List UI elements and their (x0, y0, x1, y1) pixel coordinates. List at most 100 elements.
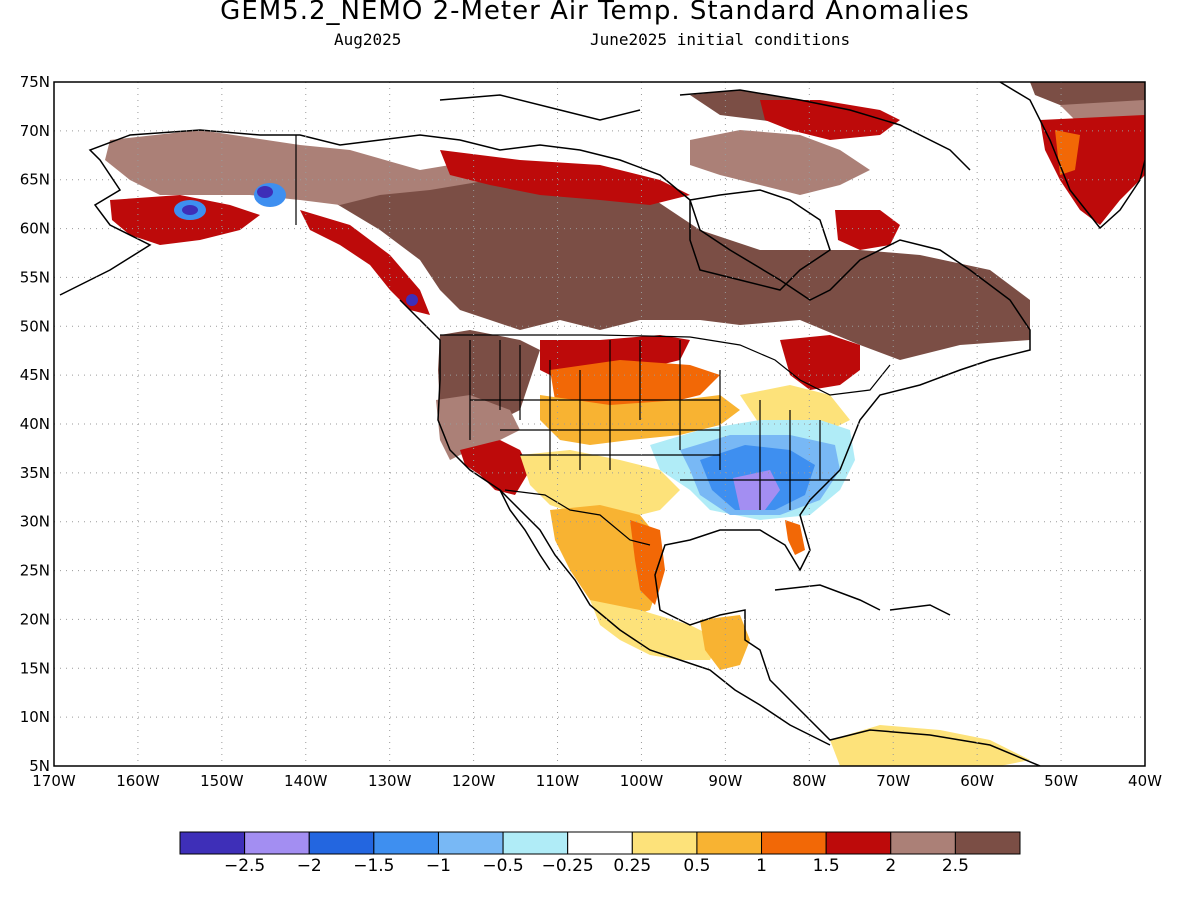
colorbar-label: −1 (425, 856, 451, 876)
colorbar-swatch (696, 831, 763, 855)
border-states-west (469, 340, 581, 470)
lon-tick-label: 170W (32, 772, 76, 790)
coastline-arctic-islands (439, 89, 971, 171)
colorbar-label: 2.5 (941, 856, 969, 876)
lat-tick-label: 45N (20, 366, 50, 384)
lat-tick-label: 60N (20, 220, 50, 238)
anomaly-region-arctic-red (760, 100, 900, 140)
lat-tick-label: 5N (29, 757, 50, 775)
anomaly-region-southwest-red (460, 440, 530, 495)
colorbar-swatch (567, 831, 633, 855)
colorbar-label: 1.5 (812, 856, 840, 876)
anomaly-region-east-yellow (740, 385, 850, 430)
coastline-hispaniola (889, 604, 951, 616)
anomaly-region-mexico-south (590, 600, 720, 660)
lat-tick-label: 40N (20, 415, 50, 433)
colorbar-swatch (825, 831, 892, 855)
lat-tick-label: 65N (20, 171, 50, 189)
anomaly-region-bc-blue (406, 294, 418, 306)
lat-tick-label: 15N (20, 659, 50, 677)
lat-tick-label: 20N (20, 610, 50, 628)
lon-tick-label: 80W (792, 772, 826, 790)
anomaly-region-florida-orange (785, 520, 805, 555)
lat-tick-label: 25N (20, 562, 50, 580)
colorbar (179, 831, 1021, 855)
colorbar-swatch (890, 831, 956, 855)
lon-tick-label: 110W (536, 772, 580, 790)
colorbar-swatch (373, 831, 439, 855)
lon-tick-label: 140W (284, 772, 328, 790)
anomaly-region-central-america-orange (700, 615, 750, 670)
lat-tick-label: 10N (20, 708, 50, 726)
anomaly-region-alaska-red (110, 195, 260, 245)
anomaly-region-arctic-warm (690, 130, 870, 195)
border-us-canada (440, 334, 891, 396)
anomaly-field (105, 82, 1145, 766)
lat-tick-label: 55N (20, 268, 50, 286)
coastline-cuba (774, 584, 881, 611)
colorbar-label: 1 (756, 856, 767, 876)
lon-tick-label: 130W (368, 772, 412, 790)
anomaly-region-texas-yellow (520, 450, 680, 520)
latitude-labels: 75N 70N 65N 60N 55N 50N 45N 40N 35N 30N 25N 20N 15N 1… (20, 73, 50, 775)
coastline-north-america (59, 129, 1041, 766)
anomaly-region-northern-canada-red (440, 150, 690, 205)
coastlines (59, 82, 1145, 766)
colorbar-label: 0.25 (613, 856, 652, 876)
plot-frame (53, 81, 1146, 767)
lon-tick-label: 100W (620, 772, 664, 790)
colorbar-label: −1.5 (353, 856, 395, 876)
lon-tick-label: 120W (452, 772, 496, 790)
coastline-pacific (399, 299, 831, 746)
anomaly-region-greenland-orange (1055, 130, 1080, 175)
anomaly-region-alaska-blue-2-core (257, 186, 273, 198)
colorbar-label: 0.5 (683, 856, 711, 876)
colorbar-swatch (179, 831, 246, 855)
lat-tick-label: 70N (20, 122, 50, 140)
anomaly-region-hudson-red (835, 210, 900, 250)
colorbar-label: −0.5 (482, 856, 524, 876)
coastline-greenland (999, 82, 1145, 230)
chart-title: GEM5.2_NEMO 2-Meter Air Temp. Standard A… (220, 0, 970, 26)
colorbar-swatch (631, 831, 698, 855)
border-us-mexico (504, 489, 651, 546)
coastline-hudson-bay (689, 189, 831, 291)
anomaly-region-yukon-red (300, 210, 430, 315)
lon-tick-label: 160W (116, 772, 160, 790)
anomaly-region-alaska-warm (105, 130, 520, 205)
colorbar-label: 2 (885, 856, 897, 876)
lat-tick-label: 75N (20, 73, 50, 91)
colorbar-swatch (244, 831, 310, 855)
colorbar-label: −2 (296, 856, 322, 876)
anomaly-region-greatlakes-red (780, 335, 860, 390)
lat-tick-label: 35N (20, 464, 50, 482)
lat-tick-label: 30N (20, 513, 50, 531)
lon-tick-label: 50W (1044, 772, 1078, 790)
lon-tick-label: 40W (1128, 772, 1162, 790)
lon-tick-label: 70W (876, 772, 910, 790)
border-states-horizontal (470, 399, 850, 481)
colorbar-label: −0.25 (541, 856, 594, 876)
anomaly-region-great-basin (436, 395, 520, 460)
colorbar-swatch (502, 831, 569, 855)
border-states-plains (609, 340, 721, 470)
lat-tick-label: 50N (20, 317, 50, 335)
anomaly-region-alaska-blue-1-core (182, 205, 198, 215)
colorbar-swatch (761, 831, 827, 855)
colorbar-label: −2.5 (223, 856, 266, 876)
coastline-baja (499, 489, 551, 571)
longitude-labels: 170W 160W 150W 140W 130W 120W 110W 100W 90W 80W 70… (32, 772, 1162, 790)
colorbar-swatch (308, 831, 375, 855)
lon-tick-label: 150W (200, 772, 244, 790)
gridlines (54, 82, 1145, 766)
colorbar-swatch (954, 831, 1021, 855)
forecast-month: Aug2025 (334, 30, 402, 49)
border-states-east (759, 400, 821, 510)
colorbar-swatch (437, 831, 504, 855)
initial-conditions: June2025 initial conditions (590, 30, 851, 49)
lon-tick-label: 60W (960, 772, 994, 790)
political-boundaries (295, 135, 891, 546)
anomaly-region-central-us-orange (550, 360, 720, 410)
lon-tick-label: 90W (708, 772, 742, 790)
